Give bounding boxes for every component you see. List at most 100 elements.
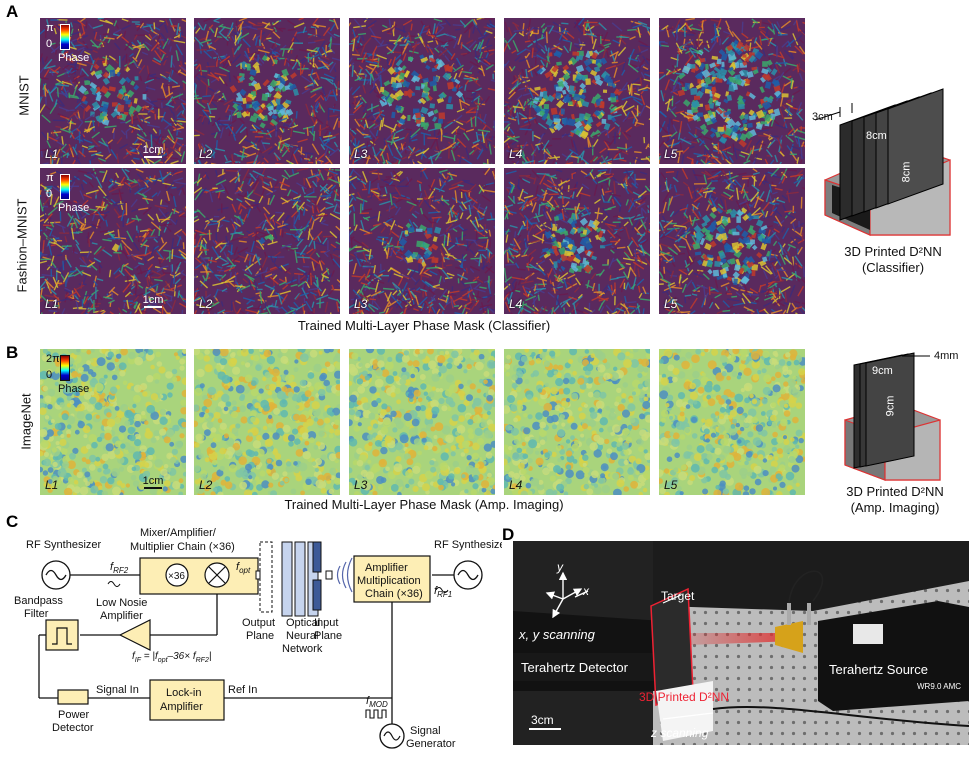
colorbar-bottom-label: 0 [46,369,53,381]
phase-colorbar-gradient [60,355,70,381]
layer-label: L1 [45,147,59,161]
f-if-tail: –36× f [167,651,197,662]
imaging-dim-width: 9cm [872,365,893,377]
colorbar-label: Phase [58,52,90,64]
imaging-dim-height: 9cm [884,395,897,417]
mnist-mask-tile-l5: L5 [659,18,805,164]
z-scanning-label: z scanning [650,726,709,740]
scale-bar-label: 1cm [142,144,164,156]
x36-label: ×36 [168,571,185,582]
f-if-rest: = |f [141,651,159,662]
lockin-line1: Lock-in [166,687,201,699]
f-if-sub: IF [135,657,142,664]
f-if-label: f [132,651,136,662]
layer-label: L4 [509,147,523,161]
imaging-dim-4mm: 4mm [934,350,959,362]
power-det-line2: Detector [52,722,94,734]
classifier-device-caption: 3D Printed D²NN (Classifier) [818,244,968,276]
phase-colorbar-gradient [60,174,70,200]
imagenet-mask-tile-l2: L2 [194,349,340,495]
classifier-dim-3cm: 3cm [812,111,833,123]
layer-label: L3 [354,297,368,311]
ref-in-label: Ref In [228,684,257,696]
f-rf1-label: f [434,585,438,597]
phase-colorbar: π 0 Phase [46,172,106,222]
layer-label: L5 [664,147,678,161]
panel-letter-d: D [502,525,515,544]
scale-bar-label: 1cm [142,475,164,487]
source-label: Terahertz Source [829,662,928,677]
imaging-device-caption: 3D Printed D²NN (Amp. Imaging) [820,484,970,516]
fashion-mask-tile-l2: L2 [194,168,340,314]
f-opt-sub: opt [239,566,251,575]
scale-bar: 1cm [138,144,168,158]
sig-gen-line2: Generator [406,738,456,750]
row-label-imagenet: ImageNet [18,393,34,450]
lna-line1: Low Nosie [96,597,147,609]
bandpass-line1: Bandpass [14,595,63,607]
imaging-caption-line2: (Amp. Imaging) [850,500,940,515]
fashion-mask-tile-l4: L4 [504,168,650,314]
onn-line1: Optical [286,617,320,629]
mnist-mask-tile-l2: L2 [194,18,340,164]
layer-label: L5 [664,478,678,492]
amp-chain-line1: Amplifier [365,562,408,574]
f-opt-label: f [236,561,240,573]
layer-label: L4 [509,478,523,492]
mnist-mask-tile-l4: L4 [504,18,650,164]
panel-letter-c: C [6,512,19,531]
layer-label: L2 [199,478,213,492]
scale-bar: 1cm [138,475,168,489]
printed-device-label: 3D Printed D²NN [639,690,729,704]
axis-y-label: y [556,560,564,574]
rf-synth-right-label: RF Synthesizer [434,539,502,551]
classifier-caption-line2: (Classifier) [861,260,925,275]
phase-colorbar: π 0 Phase [46,22,106,72]
xy-scanning-label: x, y scanning [518,627,596,642]
panel-letter-a: A [6,2,19,21]
layer-label: L2 [199,297,213,311]
classifier-dim-height: 8cm [900,161,913,183]
lna-line2: Amplifier [100,610,143,622]
output-plane-line1: Output [242,617,275,629]
caption-amp-imaging: Trained Multi-Layer Phase Mask (Amp. Ima… [284,497,564,512]
caption-classifier: Trained Multi-Layer Phase Mask (Classifi… [297,318,551,333]
layer-label: L1 [45,297,59,311]
f-mod-sub: MOD [369,700,388,709]
scale-bar-line [144,156,162,158]
f-if-opt: opt [158,657,169,664]
layer-label: L1 [45,478,59,492]
classifier-device-illustration [814,88,951,236]
f-if-end: | [209,651,212,662]
brand-label: WR9.0 AMC [917,682,961,691]
bandpass-line2: Filter [24,608,49,620]
phase-colorbar: 2π 0 Phase [46,353,106,403]
imaging-device-illustration [844,352,941,481]
colorbar-bottom-label: 0 [46,188,53,200]
imaging-caption-line1: 3D Printed D²NN [846,484,944,499]
colorbar-label: Phase [58,383,90,395]
detector-label: Terahertz Detector [521,660,629,675]
output-plane-line2: Plane [246,630,274,642]
scale-3cm-label: 3cm [531,713,554,727]
colorbar-top-label: π [46,22,54,34]
fashion-mask-tile-l3: L3 [349,168,495,314]
row-label-mnist: MNIST [16,75,32,116]
colorbar-top-label: π [46,172,54,184]
signal-in-label: Signal In [96,684,139,696]
layer-label: L3 [354,478,368,492]
power-det-line1: Power [58,709,90,721]
amp-chain-line3: Chain (×36) [365,588,423,600]
mixer-title-line1: Mixer/Amplifier/ [140,528,217,539]
classifier-dim-width: 8cm [866,130,887,142]
scale-bar: 1cm [138,294,168,308]
onn-line2: Neural [286,630,318,642]
f-rf2-label: f [110,561,114,573]
layer-label: L3 [354,147,368,161]
imagenet-mask-tile-l5: L5 [659,349,805,495]
lockin-line2: Amplifier [160,701,203,713]
system-diagram: RF Synthesizer RF Synthesizer Mixer/Ampl… [14,528,502,750]
fashion-mask-tile-l5: L5 [659,168,805,314]
input-plane-line2: Plane [314,630,342,642]
mnist-mask-tile-l1: L1 π 0 Phase 1cm [40,18,186,164]
